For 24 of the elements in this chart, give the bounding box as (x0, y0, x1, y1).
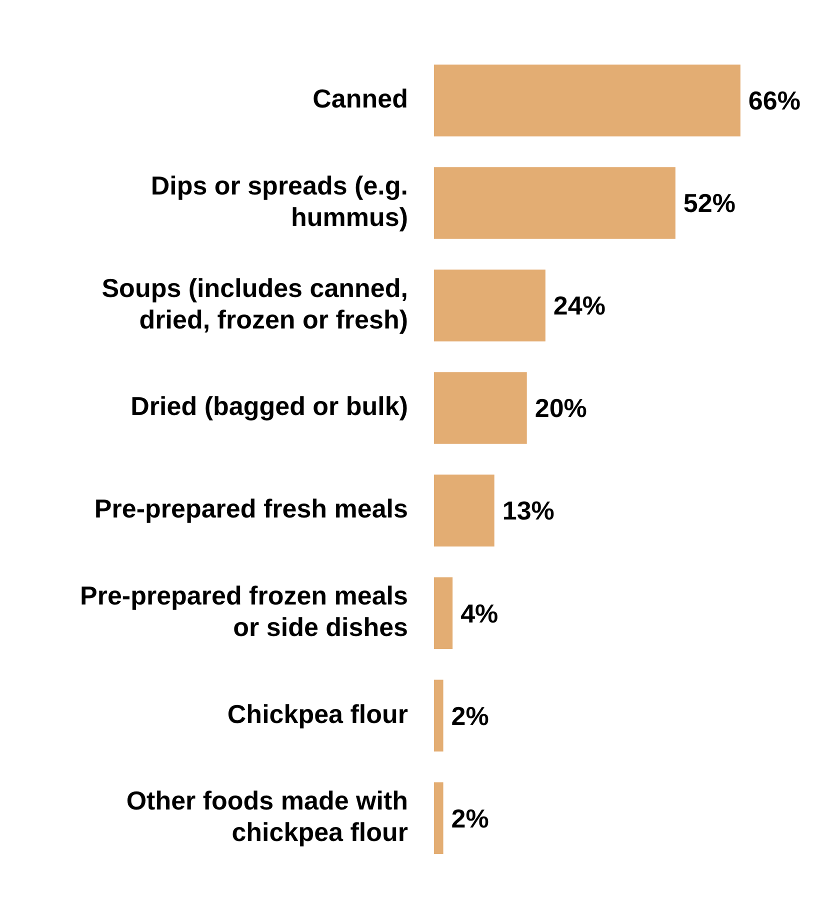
y-tick-label: Chickpea flour (227, 698, 408, 729)
y-tick-label: Other foods made with chickpea flour (126, 786, 408, 847)
bar (434, 782, 444, 854)
data-label: 2% (451, 700, 489, 731)
data-label: 13% (502, 496, 554, 526)
data-label: 52% (683, 188, 736, 218)
data-label: 66% (748, 86, 800, 116)
data-label: 4% (460, 598, 498, 628)
y-tick-label: Dried (bagged or bulk) (130, 391, 408, 422)
y-tick-label: Canned (312, 84, 408, 114)
bar (434, 270, 546, 342)
bar (434, 474, 494, 546)
y-tick-label: Pre-prepared frozen meals or side dishes (80, 580, 408, 642)
y-tick-label: Soups (includes canned, dried, frozen or fresh) (102, 273, 408, 334)
data-label: 24% (553, 290, 606, 321)
data-label: 2% (451, 803, 489, 834)
bar (434, 680, 444, 752)
bar (434, 372, 527, 444)
y-tick-label: Dips or spreads (e.g. hummus) (150, 170, 408, 232)
bar (434, 64, 740, 136)
data-label: 20% (534, 393, 587, 424)
bar (434, 577, 453, 649)
y-tick-label: Pre-prepared fresh meals (94, 494, 408, 524)
bar (434, 167, 676, 239)
